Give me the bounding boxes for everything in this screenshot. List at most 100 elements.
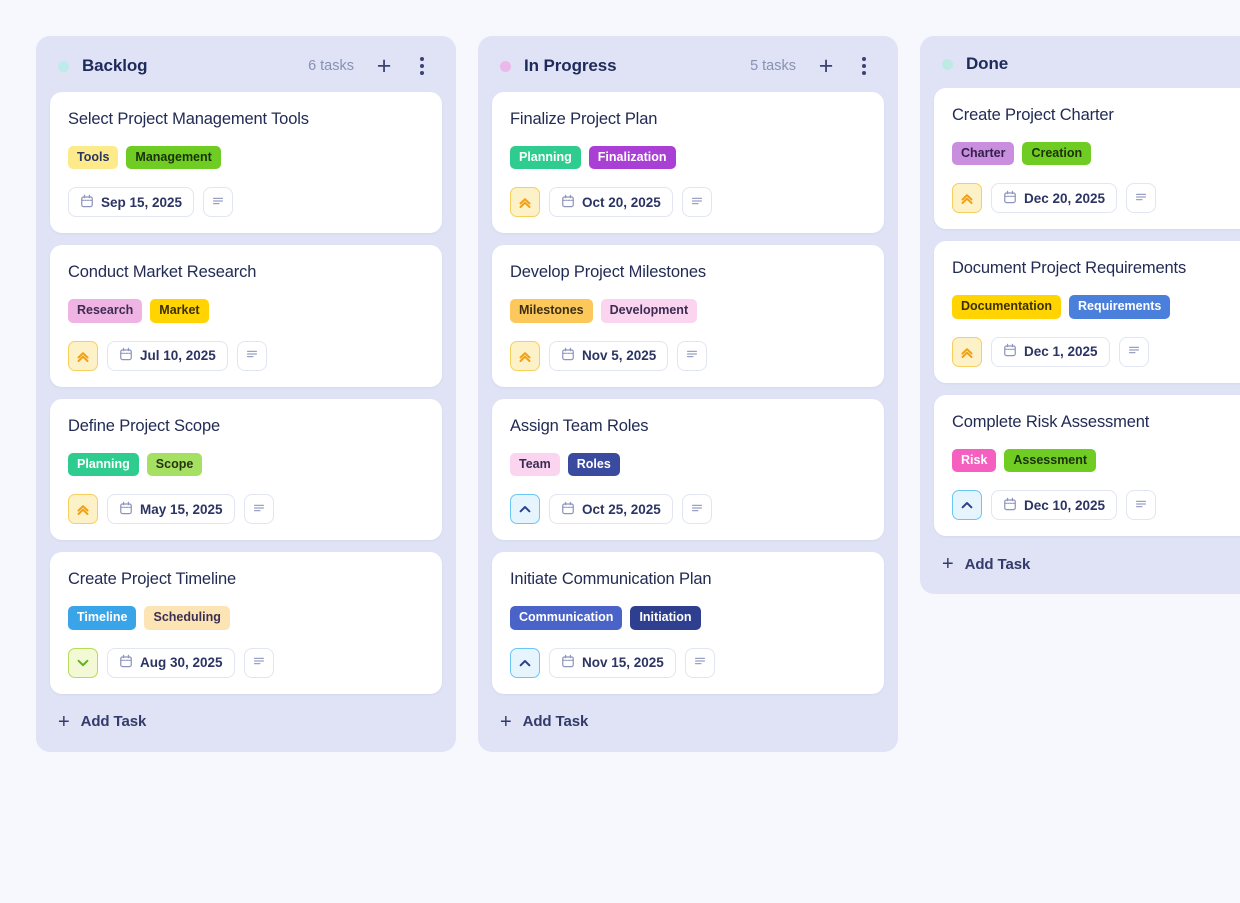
due-date-button[interactable]: Jul 10, 2025 (107, 340, 228, 371)
add-task-button[interactable]: + Add Task (492, 694, 884, 740)
tag: Requirements (1068, 295, 1171, 319)
calendar-icon (561, 654, 575, 671)
description-button[interactable] (236, 340, 267, 371)
calendar-icon (119, 501, 133, 518)
tag-list: Team Roles (510, 452, 866, 477)
tag: Roles (567, 452, 620, 477)
task-card[interactable]: Select Project Management Tools Tools Mana… (50, 92, 442, 234)
description-button[interactable] (1126, 183, 1157, 214)
column-status-dot (500, 60, 511, 72)
task-card[interactable]: Develop Project Milestones Milestones Deve… (492, 245, 884, 387)
description-button[interactable] (203, 187, 234, 218)
tag: Timeline (68, 606, 137, 630)
plus-icon[interactable]: + (376, 51, 392, 80)
task-card[interactable]: Create Project Timeline Timeline Schedulin… (50, 552, 442, 694)
task-card[interactable]: Assign Team Roles Team Roles Oct 25, 2025 (492, 398, 884, 541)
more-vertical-icon[interactable] (852, 54, 876, 78)
task-title: Conduct Market Research (68, 263, 257, 282)
description-button[interactable] (1126, 490, 1157, 521)
description-icon (252, 501, 266, 518)
description-icon (685, 347, 699, 364)
description-button[interactable] (681, 187, 712, 218)
task-card[interactable]: Complete Risk Assessment Risk Assessment De… (934, 394, 1240, 537)
priority-low-icon[interactable] (68, 647, 98, 678)
due-date-button[interactable]: Dec 1, 2025 (991, 336, 1110, 367)
more-vertical-glyph (420, 57, 424, 75)
description-icon (211, 194, 225, 211)
description-button[interactable] (681, 494, 712, 525)
description-icon (690, 501, 704, 518)
due-date-button[interactable]: Dec 20, 2025 (991, 183, 1118, 214)
plus-icon: + (942, 553, 954, 576)
due-date-label: Sep 15, 2025 (101, 194, 183, 210)
calendar-icon (561, 347, 575, 364)
due-date-label: Dec 10, 2025 (1024, 497, 1106, 513)
add-task-button[interactable]: + Add Task (50, 694, 442, 740)
tag: Charter (952, 142, 1015, 166)
card-list: Create Project Charter Charter Creation Dec… (934, 88, 1240, 537)
task-card[interactable]: Create Project Charter Charter Creation Dec… (934, 88, 1240, 230)
tag: Research (68, 299, 143, 323)
column-title: In Progress (524, 56, 617, 75)
description-button[interactable] (684, 647, 715, 678)
task-title: Assign Team Roles (510, 416, 649, 435)
due-date-label: Nov 15, 2025 (582, 655, 664, 670)
priority-high-icon[interactable] (68, 340, 98, 371)
description-icon (1134, 497, 1148, 514)
due-date-label: Oct 20, 2025 (582, 194, 661, 210)
task-card[interactable]: Conduct Market Research Research Market Jul… (50, 245, 442, 387)
priority-medium-icon[interactable] (510, 494, 540, 525)
tag: Tools (68, 146, 119, 170)
tag: Scope (146, 452, 203, 477)
tag: Assessment (1004, 448, 1097, 473)
tag-list: Timeline Scheduling (68, 606, 424, 630)
due-date-label: Dec 20, 2025 (1024, 190, 1106, 206)
description-button[interactable] (677, 340, 708, 371)
add-task-label: Add Task (80, 713, 147, 730)
due-date-button[interactable]: Nov 15, 2025 (549, 647, 676, 678)
due-date-button[interactable]: Dec 10, 2025 (991, 490, 1118, 521)
due-date-button[interactable]: Sep 15, 2025 (68, 187, 195, 218)
tag: Risk (952, 448, 997, 473)
task-card-footer: Oct 20, 2025 (510, 187, 866, 218)
task-card[interactable]: Finalize Project Plan Planning Finalizatio… (492, 92, 884, 234)
due-date-label: Aug 30, 2025 (140, 655, 223, 670)
priority-medium-icon[interactable] (952, 490, 982, 521)
add-task-button[interactable]: + Add Task (934, 536, 1240, 582)
task-card-footer: Dec 20, 2025 (952, 183, 1240, 214)
task-card-footer: Oct 25, 2025 (510, 494, 866, 525)
due-date-label: Nov 5, 2025 (582, 348, 657, 364)
priority-high-icon[interactable] (952, 183, 982, 214)
tag: Development (600, 299, 698, 323)
tag-list: Risk Assessment (952, 448, 1240, 473)
task-card-footer: May 15, 2025 (68, 494, 424, 525)
description-button[interactable] (243, 494, 274, 525)
tag-list: Communication Initiation (510, 606, 866, 630)
due-date-button[interactable]: Oct 20, 2025 (549, 187, 673, 218)
kanban-column-backlog: Backlog 6 tasks + Select Project Management… (36, 36, 456, 752)
tag-list: Charter Creation (952, 142, 1240, 166)
description-button[interactable] (243, 647, 274, 678)
priority-high-icon[interactable] (510, 340, 540, 371)
due-date-button[interactable]: May 15, 2025 (107, 494, 235, 525)
due-date-button[interactable]: Nov 5, 2025 (549, 340, 669, 371)
task-card[interactable]: Initiate Communication Plan Communication… (492, 552, 884, 694)
task-title: Initiate Communication Plan (510, 570, 712, 589)
column-status-dot (58, 60, 69, 72)
task-card[interactable]: Document Project Requirements Documentati… (934, 241, 1240, 383)
priority-medium-icon[interactable] (510, 647, 540, 678)
more-vertical-icon[interactable] (410, 54, 434, 78)
priority-high-icon[interactable] (510, 187, 540, 218)
due-date-button[interactable]: Aug 30, 2025 (107, 647, 235, 678)
description-icon (1127, 343, 1141, 360)
description-button[interactable] (1118, 336, 1149, 367)
priority-high-icon[interactable] (68, 494, 98, 525)
due-date-button[interactable]: Oct 25, 2025 (549, 494, 673, 525)
plus-icon[interactable]: + (818, 51, 834, 80)
tag: Planning (510, 146, 581, 170)
priority-high-icon[interactable] (952, 336, 982, 367)
task-card[interactable]: Define Project Scope Planning Scope May 15,… (50, 398, 442, 541)
task-card-footer: Sep 15, 2025 (68, 187, 424, 218)
task-card-footer: Dec 1, 2025 (952, 336, 1240, 367)
